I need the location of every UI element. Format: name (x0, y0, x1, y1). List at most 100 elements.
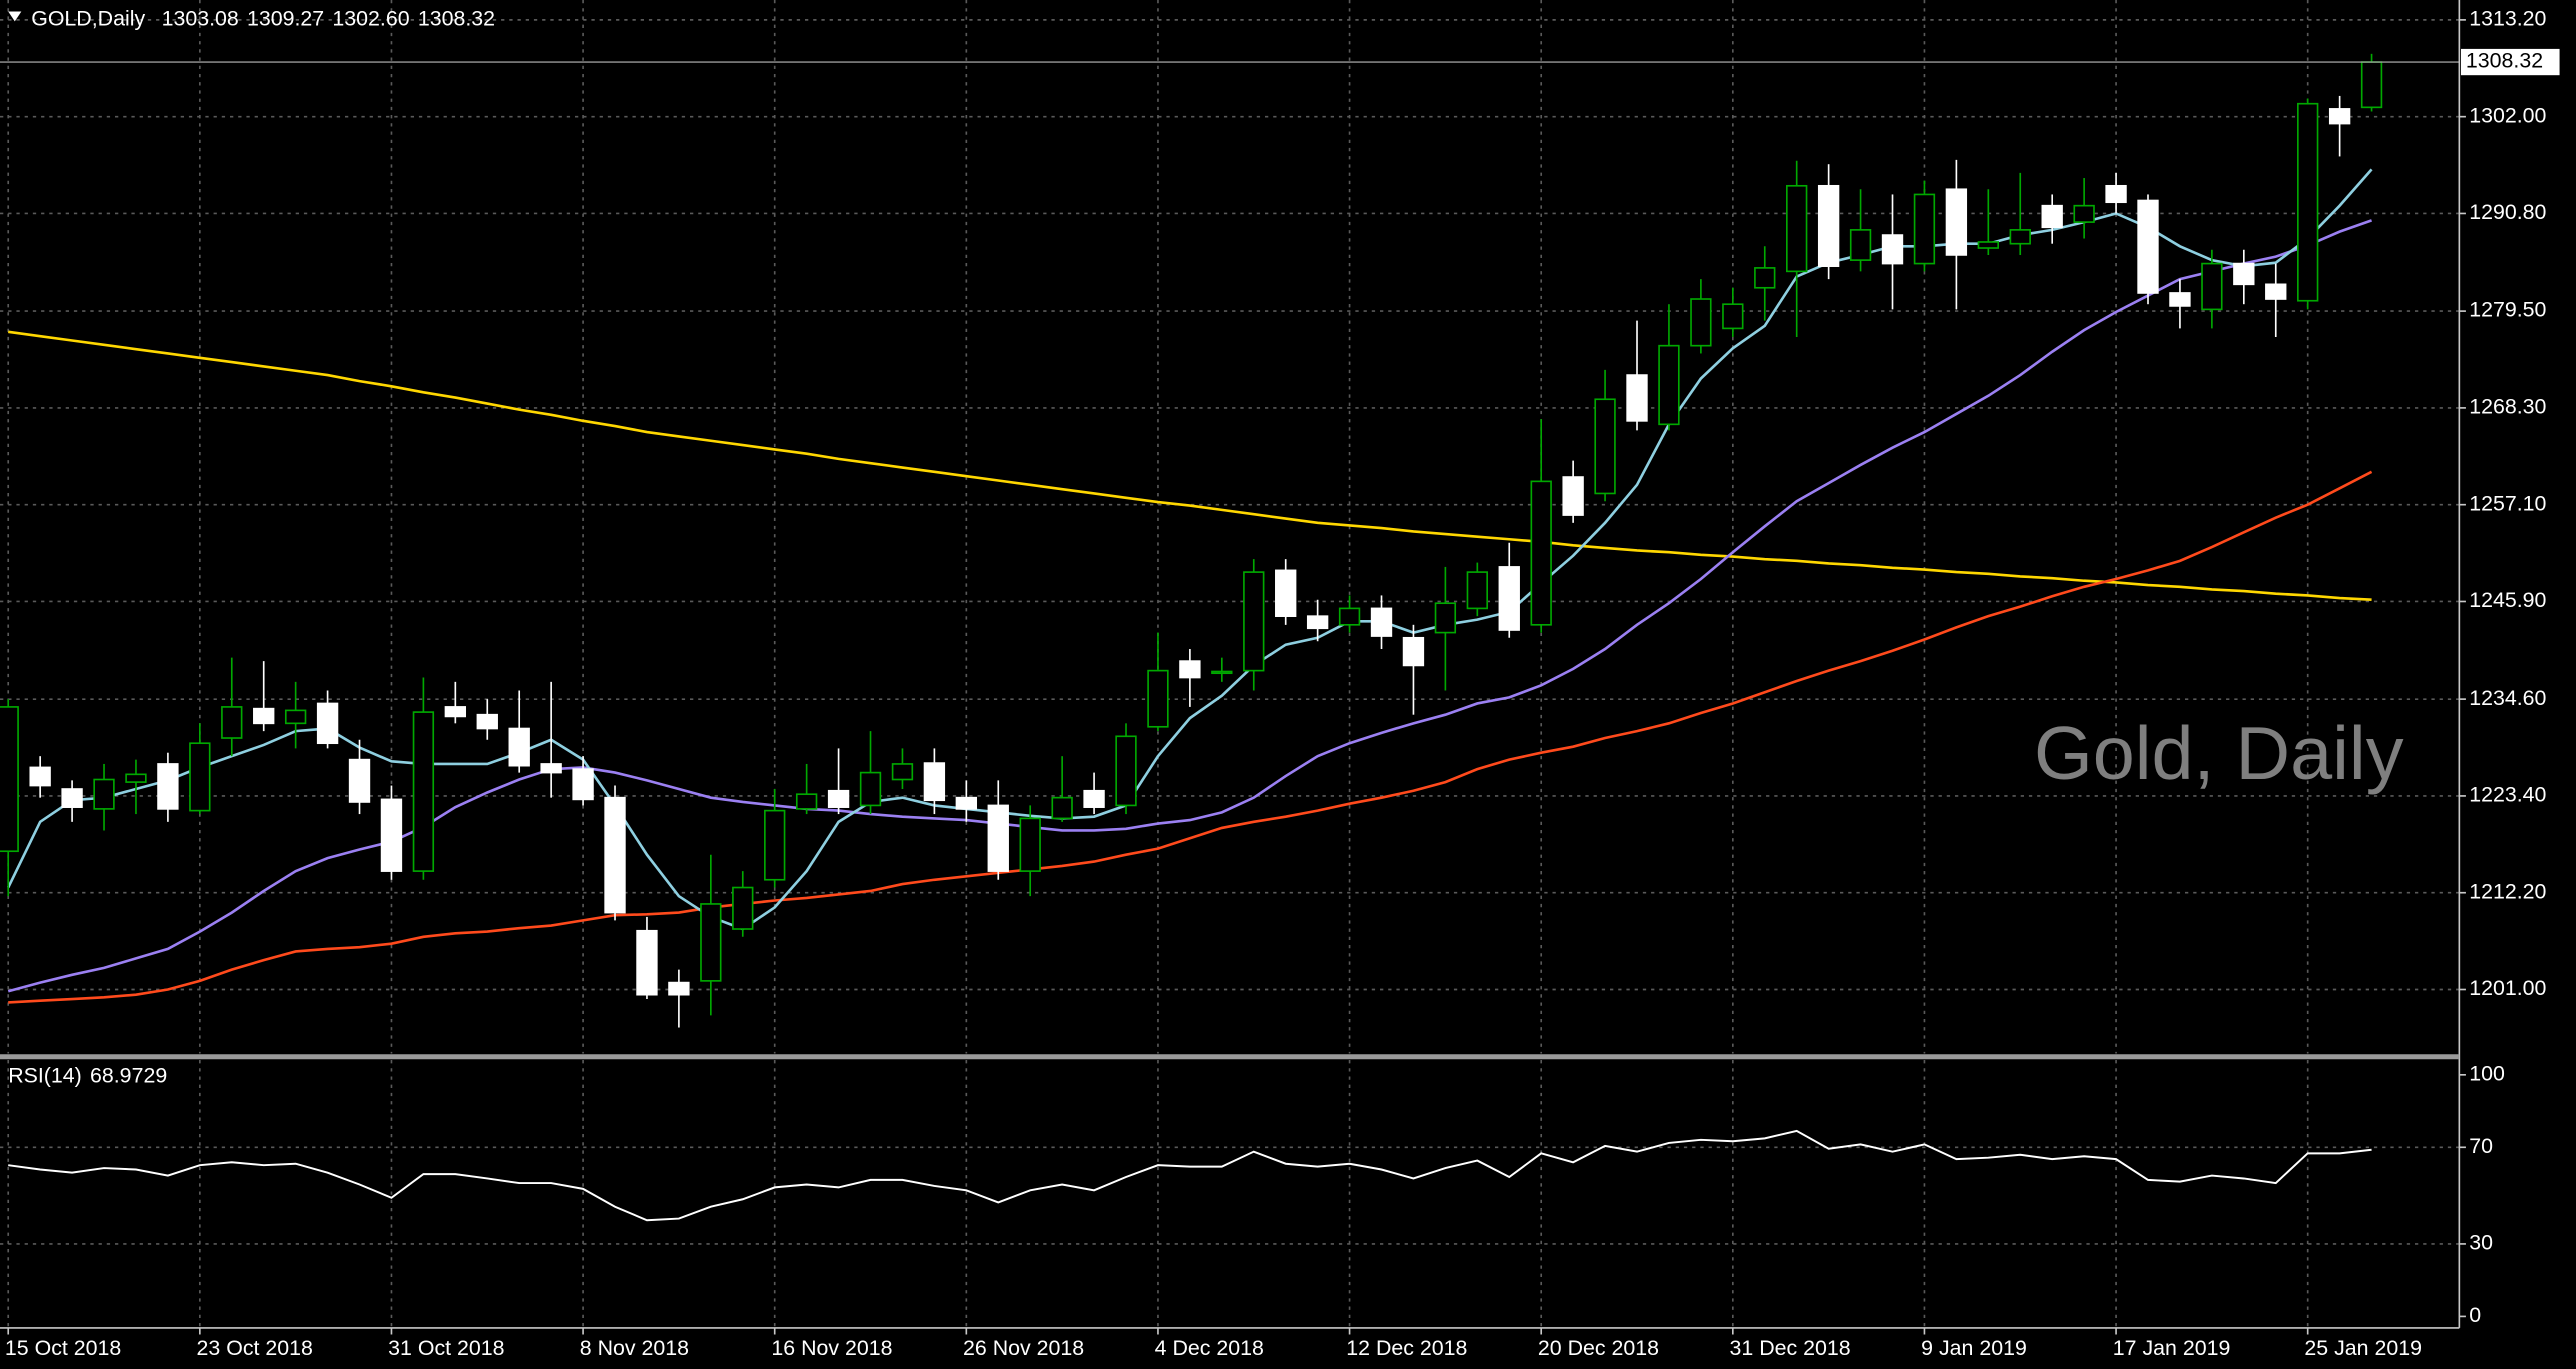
candle-body (61, 788, 83, 808)
candle-body (2233, 262, 2255, 286)
last-price-label: 1308.32 (2466, 49, 2543, 73)
candle-body (1913, 193, 1936, 265)
y-tick-label: 1201.00 (2469, 976, 2546, 1000)
x-tick-label: 25 Jan 2019 (2304, 1336, 2422, 1360)
watermark: Gold, Daily (2034, 712, 2404, 796)
candle-body (316, 702, 339, 745)
candle-body (2360, 61, 2383, 109)
candle-body (636, 929, 658, 996)
candle-body (125, 773, 147, 783)
x-tick-label: 4 Dec 2018 (1155, 1336, 1264, 1360)
candle-body (1434, 602, 1457, 634)
candle-body (348, 758, 371, 803)
candle-body (764, 809, 786, 881)
candle-body (2265, 283, 2287, 300)
candle-body (1690, 298, 1712, 347)
candle-body (1466, 571, 1489, 610)
candle-body (221, 706, 243, 739)
x-tick-label: 26 Nov 2018 (963, 1336, 1084, 1360)
candle-body (795, 793, 818, 810)
ohlc-open: 1303.08 (162, 6, 239, 30)
candle-body (1402, 636, 1425, 667)
candle-body (1051, 796, 1073, 820)
candle-body (444, 706, 467, 718)
candle-body (1370, 607, 1393, 637)
candle-body (1147, 669, 1169, 728)
candle-body (1817, 184, 1840, 267)
candle-body (157, 763, 179, 810)
candle-body (987, 804, 1009, 872)
candle-body (668, 981, 690, 996)
candle-body (1754, 267, 1776, 289)
candle-body (1849, 229, 1872, 261)
candle-body (380, 798, 403, 872)
y-tick-label: 1313.20 (2469, 7, 2546, 31)
y-tick-label: 1234.60 (2469, 686, 2546, 710)
y-tick-label: 1268.30 (2469, 395, 2546, 419)
candle-body (732, 886, 754, 930)
chart-header: GOLD,Daily 1303.08 1309.27 1302.60 1308.32 (31, 6, 495, 30)
candle-body (700, 903, 722, 982)
candle-body (1530, 480, 1552, 626)
candle-body (2201, 262, 2223, 311)
y-tick-label: 30 (2469, 1231, 2493, 1255)
candle-body (1179, 660, 1201, 679)
candle-body (2137, 199, 2159, 294)
symbol-title: GOLD,Daily (31, 6, 145, 30)
candle-body (827, 789, 850, 808)
y-tick-label: 0 (2469, 1303, 2481, 1327)
x-tick-label: 17 Jan 2019 (2113, 1336, 2231, 1360)
candle-body (955, 796, 978, 810)
candle-body (284, 709, 307, 725)
candle-body (1019, 817, 1041, 872)
candle-body (1626, 374, 1648, 422)
y-tick-label: 1290.80 (2469, 200, 2546, 224)
y-tick-label: 1302.00 (2469, 103, 2546, 127)
candle-body (1881, 234, 1904, 265)
x-tick-label: 16 Nov 2018 (771, 1336, 892, 1360)
moving-average-line (8, 330, 2372, 602)
rsi-line (8, 1129, 2372, 1222)
y-tick-label: 1212.20 (2469, 879, 2546, 903)
candle-body (2328, 108, 2351, 125)
y-tick-label: 1223.40 (2469, 783, 2546, 807)
candle-body (1722, 303, 1744, 330)
candle-body (1498, 566, 1520, 631)
moving-average-line (8, 470, 2373, 1004)
candle-body (540, 763, 562, 774)
candle-body (412, 711, 435, 872)
candle-body (253, 707, 275, 725)
x-tick-label: 12 Dec 2018 (1346, 1336, 1467, 1360)
candle-body (1275, 569, 1297, 617)
candle-body (0, 706, 19, 853)
candle-body (859, 771, 882, 807)
y-tick-label: 100 (2469, 1061, 2505, 1085)
candle-body (476, 713, 498, 730)
y-tick-label: 1245.90 (2469, 588, 2546, 612)
candle-body (1306, 615, 1329, 630)
y-tick-label: 70 (2469, 1134, 2493, 1158)
candle-body (508, 727, 530, 767)
rsi-title: RSI(14) (8, 1063, 82, 1087)
candle-body (1083, 789, 1105, 808)
candle-body (1243, 571, 1265, 672)
candle-body (1115, 735, 1137, 807)
x-tick-label: 8 Nov 2018 (580, 1336, 689, 1360)
candle-body (2297, 102, 2319, 302)
candle-body (1945, 188, 1968, 256)
rsi-header: RSI(14) 68.9729 (8, 1063, 167, 1087)
candle-body (29, 766, 51, 787)
candle-body (891, 763, 914, 781)
candle-body (2169, 292, 2191, 307)
ohlc-low: 1302.60 (332, 6, 409, 30)
candle-body (923, 762, 946, 802)
candle-body (2105, 184, 2127, 204)
candle-body (1562, 476, 1584, 516)
y-tick-label: 1279.50 (2469, 298, 2546, 322)
candle-body (1594, 398, 1616, 495)
x-tick-label: 20 Dec 2018 (1538, 1336, 1659, 1360)
candle-body (2041, 204, 2063, 229)
candle-body (189, 742, 211, 812)
menu-arrow[interactable] (8, 11, 22, 22)
